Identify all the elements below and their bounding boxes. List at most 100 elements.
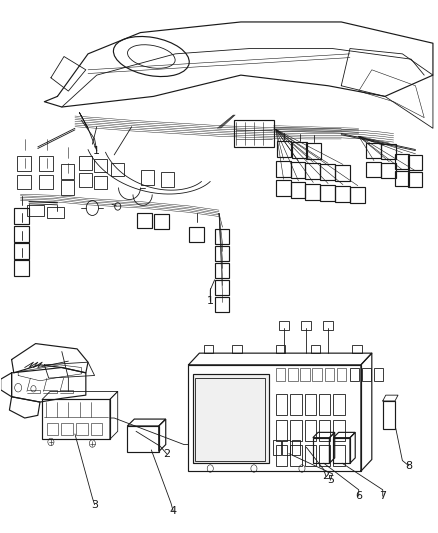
Bar xyxy=(290,163,305,178)
Bar xyxy=(39,156,53,171)
Bar xyxy=(319,419,330,441)
Bar xyxy=(204,345,213,353)
Bar xyxy=(304,445,316,466)
Bar xyxy=(42,399,110,439)
Bar xyxy=(333,394,345,415)
Bar xyxy=(290,182,305,198)
Text: 1: 1 xyxy=(93,146,100,156)
Bar xyxy=(17,174,31,189)
Bar xyxy=(232,345,242,353)
Bar xyxy=(301,321,311,330)
Bar xyxy=(215,263,230,278)
Bar xyxy=(312,368,322,381)
Bar xyxy=(304,394,316,415)
Bar xyxy=(408,155,422,169)
Bar xyxy=(333,419,345,441)
Bar xyxy=(362,368,371,381)
Bar xyxy=(352,345,362,353)
Bar xyxy=(288,368,297,381)
Bar xyxy=(215,246,230,261)
Bar xyxy=(366,162,381,176)
Bar xyxy=(215,229,230,244)
Bar xyxy=(283,440,290,455)
Bar xyxy=(276,419,287,441)
Bar xyxy=(14,225,28,241)
Text: 8: 8 xyxy=(405,461,413,471)
Text: 7: 7 xyxy=(379,491,386,501)
Bar xyxy=(277,141,291,157)
Bar xyxy=(350,187,365,203)
Text: 4: 4 xyxy=(170,506,177,516)
Bar xyxy=(319,394,330,415)
Bar xyxy=(290,394,301,415)
Bar xyxy=(46,207,64,217)
Bar xyxy=(137,213,152,228)
Bar xyxy=(60,180,74,195)
Bar xyxy=(17,156,31,171)
Bar xyxy=(319,445,330,466)
Bar xyxy=(46,423,58,435)
Bar xyxy=(306,143,321,159)
Bar xyxy=(381,163,396,177)
Bar xyxy=(333,438,350,463)
Bar xyxy=(374,368,383,381)
Bar xyxy=(27,205,44,216)
Bar xyxy=(14,208,28,224)
Text: 6: 6 xyxy=(355,491,362,501)
Bar xyxy=(188,365,361,471)
Bar xyxy=(189,227,204,241)
Bar xyxy=(304,419,316,441)
Bar xyxy=(290,445,301,466)
Bar xyxy=(14,243,28,259)
Text: 3: 3 xyxy=(91,499,98,510)
Bar xyxy=(276,394,287,415)
Bar xyxy=(276,368,286,381)
Bar xyxy=(333,445,345,466)
Text: 2: 2 xyxy=(322,472,329,481)
Bar xyxy=(94,159,107,172)
Bar xyxy=(76,423,88,435)
Bar xyxy=(193,374,269,463)
Bar xyxy=(276,345,286,353)
Bar xyxy=(335,185,350,201)
Bar xyxy=(323,321,332,330)
Bar xyxy=(313,438,329,463)
Bar xyxy=(61,423,73,435)
Bar xyxy=(383,401,395,429)
Bar xyxy=(305,183,320,199)
Bar xyxy=(350,368,359,381)
Bar xyxy=(276,180,290,196)
Bar xyxy=(39,174,53,189)
Bar xyxy=(154,214,169,229)
Bar xyxy=(320,165,335,180)
Bar xyxy=(320,184,335,200)
Bar xyxy=(279,321,289,330)
Bar xyxy=(276,161,290,176)
Bar xyxy=(94,176,107,189)
Text: 5: 5 xyxy=(327,475,334,485)
Bar xyxy=(381,144,396,159)
Bar xyxy=(300,368,310,381)
Bar xyxy=(141,169,154,184)
Bar xyxy=(91,423,102,435)
Bar xyxy=(195,378,265,461)
Bar xyxy=(79,173,92,187)
Bar xyxy=(311,345,320,353)
Bar xyxy=(337,368,346,381)
Bar xyxy=(292,142,307,158)
Bar xyxy=(290,419,301,441)
Text: 1: 1 xyxy=(207,295,214,305)
Bar xyxy=(273,440,281,455)
Bar xyxy=(305,164,320,179)
Bar xyxy=(161,172,174,187)
Bar xyxy=(276,445,287,466)
Bar xyxy=(127,426,159,451)
Bar xyxy=(408,172,422,187)
Bar xyxy=(60,164,74,179)
Bar xyxy=(14,260,28,276)
Bar xyxy=(111,163,124,176)
Bar xyxy=(395,171,409,185)
Bar xyxy=(215,280,230,295)
Bar xyxy=(79,157,92,169)
Bar xyxy=(215,297,230,312)
